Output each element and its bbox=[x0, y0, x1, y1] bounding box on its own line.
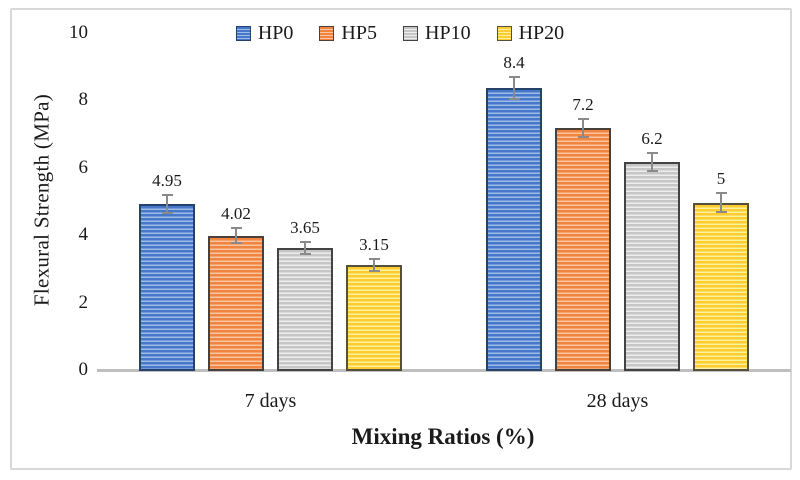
legend: HP0 HP5 HP10 HP20 bbox=[0, 20, 800, 46]
bar-hp0-7-days bbox=[139, 204, 195, 371]
error-bar bbox=[368, 258, 380, 272]
legend-label: HP5 bbox=[341, 22, 377, 44]
error-bar-cap-bottom bbox=[715, 210, 727, 213]
bar-hp5-28-days bbox=[555, 128, 611, 371]
legend-swatch-hp10-icon bbox=[403, 25, 418, 41]
error-bar bbox=[230, 227, 242, 244]
category-label-7-days: 7 days bbox=[244, 390, 297, 412]
x-axis-line bbox=[97, 369, 791, 372]
bar-hp10-28-days bbox=[624, 162, 680, 371]
error-bar-line bbox=[513, 76, 515, 100]
legend-item-hp10: HP10 bbox=[403, 23, 471, 43]
error-bar-cap-bottom bbox=[299, 253, 311, 256]
error-bar-line bbox=[235, 227, 237, 244]
error-bar-cap-bottom bbox=[368, 269, 380, 272]
error-bar-line bbox=[582, 118, 584, 139]
error-bar-line bbox=[720, 192, 722, 213]
error-bar-cap-top bbox=[646, 151, 658, 154]
error-bar bbox=[646, 151, 658, 173]
legend-label: HP10 bbox=[425, 22, 471, 44]
y-axis-title: Flexural Strength (MPa) bbox=[29, 93, 54, 307]
bar-hp0-28-days bbox=[486, 87, 542, 371]
error-bar-line bbox=[373, 258, 375, 272]
error-bar-cap-top bbox=[299, 240, 311, 243]
data-label-hp10-7-days: 3.65 bbox=[290, 217, 320, 237]
error-bar-cap-bottom bbox=[646, 170, 658, 173]
error-bar bbox=[161, 194, 173, 215]
legend-item-hp20: HP20 bbox=[496, 22, 565, 44]
data-label-hp5-7-days: 4.02 bbox=[221, 204, 251, 224]
error-bar-cap-top bbox=[577, 118, 589, 121]
legend-swatch-hp0-icon bbox=[235, 25, 251, 41]
error-bar bbox=[508, 76, 520, 100]
error-bar-line bbox=[304, 240, 306, 256]
data-label-hp20-7-days: 3.15 bbox=[359, 235, 389, 255]
error-bar bbox=[715, 192, 727, 213]
error-bar-cap-bottom bbox=[508, 97, 520, 100]
error-bar-cap-bottom bbox=[161, 212, 173, 215]
bar-hp20-28-days bbox=[693, 202, 749, 371]
data-label-hp10-28-days: 6.2 bbox=[641, 128, 663, 148]
data-label-hp5-28-days: 7.2 bbox=[572, 95, 594, 115]
legend-swatch-hp5-icon bbox=[319, 25, 335, 41]
y-tick-label: 0 bbox=[78, 359, 89, 380]
y-tick-label: 8 bbox=[78, 89, 89, 111]
data-label-hp0-7-days: 4.95 bbox=[152, 171, 182, 191]
legend-item-hp5: HP5 bbox=[319, 23, 377, 43]
bar-hp10-7-days bbox=[277, 247, 333, 371]
error-bar bbox=[577, 118, 589, 139]
x-axis-title: Mixing Ratios (%) bbox=[351, 424, 535, 449]
error-bar-cap-top bbox=[368, 258, 380, 261]
error-bar-line bbox=[651, 151, 653, 173]
y-tick-label: 2 bbox=[78, 291, 89, 313]
category-label-28-days: 28 days bbox=[586, 390, 649, 412]
error-bar-cap-top bbox=[715, 192, 727, 195]
error-bar-cap-bottom bbox=[230, 241, 242, 244]
error-bar-cap-top bbox=[161, 194, 173, 197]
legend-label: HP0 bbox=[257, 22, 294, 44]
y-tick-label: 10 bbox=[69, 22, 88, 43]
error-bar-cap-bottom bbox=[577, 136, 589, 139]
bar-hp5-7-days bbox=[208, 235, 264, 371]
bar-hp20-7-days bbox=[346, 264, 402, 371]
error-bar-line bbox=[166, 194, 168, 215]
error-bar bbox=[299, 240, 311, 256]
error-bar-cap-top bbox=[508, 76, 520, 79]
error-bar-cap-top bbox=[230, 227, 242, 230]
data-label-hp20-28-days: 5 bbox=[716, 169, 726, 189]
legend-swatch-hp20-icon bbox=[496, 25, 512, 41]
data-label-hp0-28-days: 8.4 bbox=[503, 53, 525, 73]
y-tick-label: 4 bbox=[78, 224, 89, 246]
legend-item-hp0: HP0 bbox=[235, 22, 294, 44]
y-tick-label: 6 bbox=[78, 156, 89, 178]
legend-label: HP20 bbox=[518, 22, 565, 44]
chart-frame bbox=[10, 8, 792, 470]
